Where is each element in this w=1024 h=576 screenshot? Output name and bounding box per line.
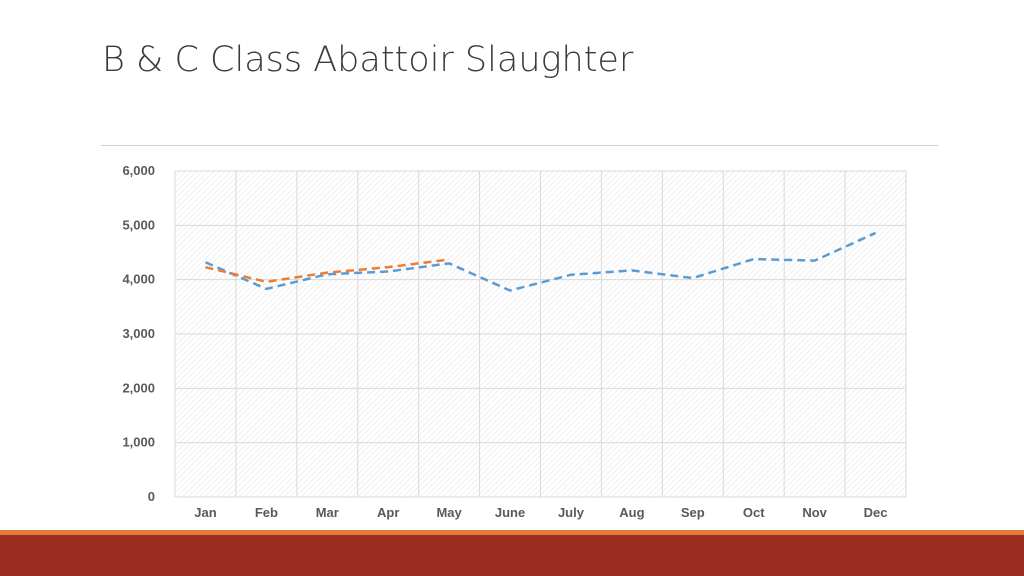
horizontal-gridlines [175, 170, 906, 498]
x-tick-label: Nov [802, 505, 827, 520]
y-tick-label: 2,000 [122, 380, 155, 395]
x-tick-label: Apr [377, 505, 399, 520]
x-tick-label: Dec [864, 505, 888, 520]
y-tick-label: 4,000 [122, 272, 155, 287]
x-tick-label: June [495, 505, 525, 520]
x-tick-label: Jan [194, 505, 216, 520]
title-divider [101, 145, 938, 146]
x-tick-label: Oct [743, 505, 765, 520]
series-line-1 [204, 231, 877, 292]
accent-bar-bottom [0, 535, 1024, 576]
x-tick-label: Sep [681, 505, 705, 520]
y-tick-label: 1,000 [122, 435, 155, 450]
line-chart: 0 1,000 2,000 3,000 4,000 5,000 6,000 Jan Feb Ma… [122, 163, 907, 520]
x-tick-label: Aug [619, 505, 644, 520]
y-tick-label: 5,000 [122, 217, 155, 232]
y-axis-tick-labels: 0 1,000 2,000 3,000 4,000 5,000 6,000 [122, 163, 155, 504]
series-lines [204, 231, 877, 292]
y-tick-label: 0 [148, 489, 155, 504]
x-axis-tick-labels: Jan Feb Mar Apr May June July Aug Sep Oct Nov Dec [194, 505, 887, 520]
y-tick-label: 3,000 [122, 326, 155, 341]
x-tick-label: July [558, 505, 585, 520]
x-tick-label: Mar [316, 505, 339, 520]
x-tick-label: May [436, 505, 462, 520]
x-tick-label: Feb [255, 505, 278, 520]
y-tick-label: 6,000 [122, 163, 155, 178]
accent-bar-top [0, 530, 1024, 535]
slide-title: B & C Class Abattoir Slaughter [102, 40, 634, 80]
